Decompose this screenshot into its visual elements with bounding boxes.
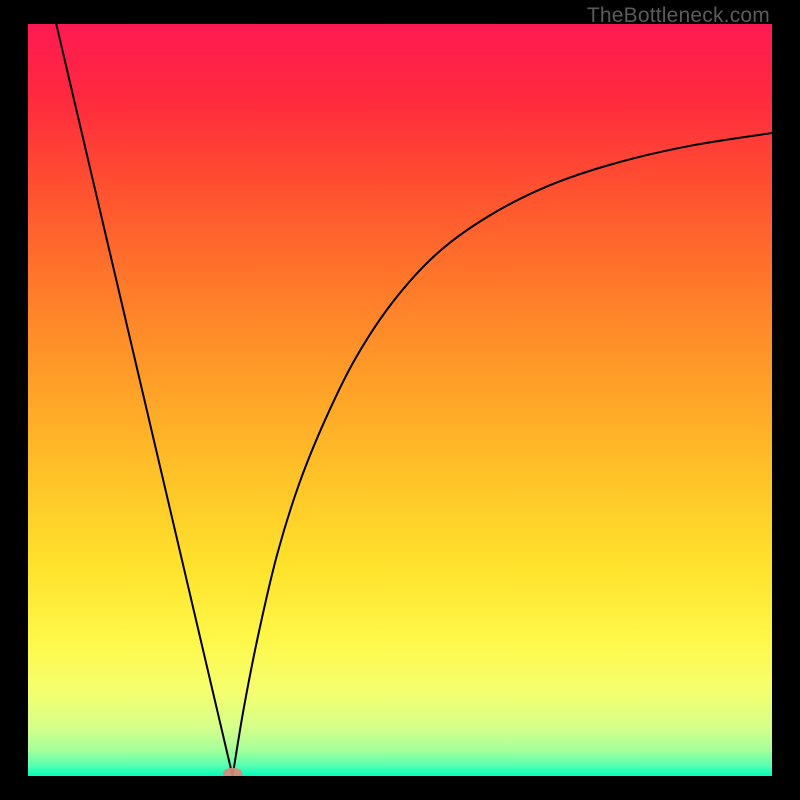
curve-path	[56, 24, 772, 776]
plot-area	[28, 24, 772, 776]
minimum-marker	[223, 768, 243, 776]
bottleneck-curve	[28, 24, 772, 776]
watermark-text: TheBottleneck.com	[587, 4, 770, 28]
chart-container: TheBottleneck.com	[0, 0, 800, 800]
